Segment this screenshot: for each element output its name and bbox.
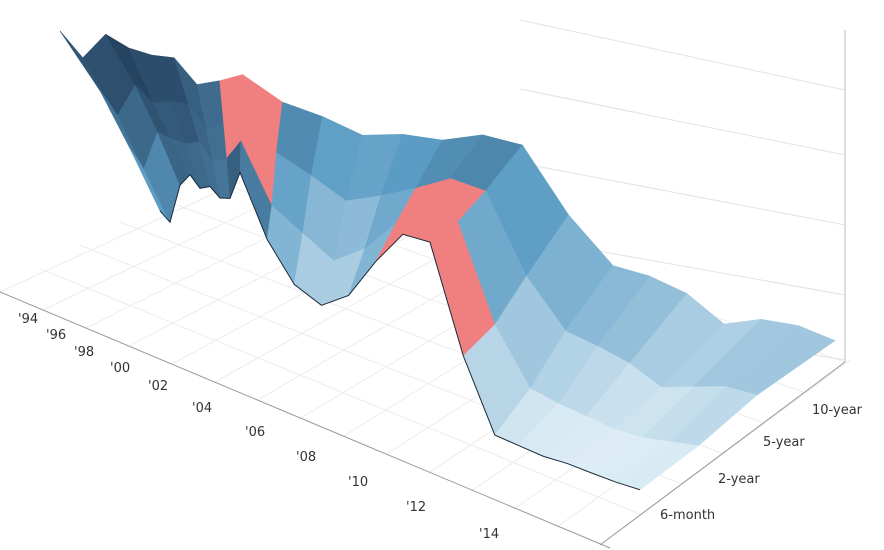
x-tick-label: '14 [479,527,499,542]
surface [59,30,836,491]
x-tick-label: '08 [296,450,316,465]
x-axis-ticks: '94 '96 '98 '00 '02 '04 '06 '08 '10 '12 … [18,312,499,542]
x-tick-label: '10 [348,475,368,490]
wall-grid-line [519,162,846,226]
x-tick-label: '96 [46,328,66,343]
front-edge-line-6-month [159,171,641,491]
maturity-axis-ticks: 6-month 2-year 5-year 10-year [660,403,863,523]
wall-grid-line [519,88,846,156]
floor-grid-line [0,176,251,293]
maturity-label: 2-year [718,472,760,487]
x-tick-label: '04 [192,401,212,416]
x-tick-label: '02 [148,379,168,394]
maturity-label: 6-month [660,508,715,523]
wall-grid-line [519,19,846,91]
time-axis-line [0,291,611,549]
x-tick-label: '12 [406,500,426,515]
x-tick-label: '94 [18,312,38,327]
floor-grid-line [39,268,642,515]
maturity-axis-line [599,361,846,546]
maturity-label: 5-year [763,435,805,450]
x-tick-label: '06 [245,425,265,440]
x-tick-label: '98 [74,345,94,360]
x-tick-label: '00 [110,361,130,376]
maturity-label: 10-year [812,403,863,418]
floor-grid-line [42,189,294,311]
floor-grid-line [214,241,465,383]
